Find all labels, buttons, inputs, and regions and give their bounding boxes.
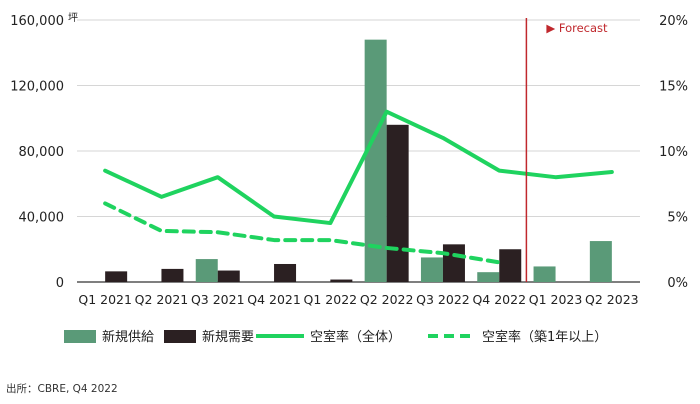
legend-vacancy-total-label: 空室率（全体） (310, 329, 401, 345)
category-label: Q4 2022 (472, 292, 526, 307)
demand-bar (274, 263, 297, 282)
left-tick-label: 0 (56, 276, 64, 291)
legend-supply-label: 新規供給 (102, 329, 154, 345)
supply-bar (420, 257, 443, 282)
left-axis-unit: 坪 (68, 11, 78, 24)
source-note: 出所：CBRE, Q4 2022 (6, 382, 118, 395)
vacancy-total-line (103, 109, 614, 226)
bars (105, 39, 612, 283)
category-label: Q1 2021 (78, 292, 132, 307)
demand-bar (161, 268, 184, 282)
right-tick-label: 5% (667, 211, 688, 226)
right-tick-label: 10% (659, 145, 688, 160)
right-tick-label: 20% (659, 14, 688, 29)
supply-bar (195, 259, 218, 282)
supply-bar (533, 266, 556, 282)
category-label: Q3 2021 (191, 292, 245, 307)
category-label: Q1 2022 (304, 292, 358, 307)
axes: 0 40,000 80,000 120,000 160,000 坪 0% 5% 10% 15% 20… (10, 11, 688, 307)
category-label: Q2 2022 (360, 292, 414, 307)
left-tick-label: 80,000 (19, 145, 65, 160)
left-tick-label: 40,000 (19, 211, 65, 226)
forecast-label: ▶ Forecast (546, 21, 608, 35)
legend-vacancy-1yr-label: 空室率（築1年以上） (482, 329, 607, 345)
legend-demand-label: 新規需要 (202, 329, 254, 345)
supply-bar (589, 241, 612, 282)
legend-supply-swatch (64, 330, 96, 343)
demand-bar (386, 124, 409, 282)
demand-bar (442, 244, 465, 282)
forecast-annotation: ▶ Forecast (525, 18, 608, 282)
demand-bar (330, 279, 353, 282)
demand-bar (217, 270, 240, 282)
supply-bar (477, 272, 500, 282)
left-tick-label: 120,000 (10, 80, 64, 95)
supply-bar (364, 39, 387, 283)
legend: 新規供給 新規需要 空室率（全体） 空室率（築1年以上） (64, 329, 607, 345)
demand-bar (499, 249, 522, 282)
left-tick-label: 160,000 (10, 14, 64, 29)
category-label: Q3 2022 (416, 292, 470, 307)
category-label: Q4 2021 (247, 292, 301, 307)
category-label: Q2 2023 (585, 292, 639, 307)
vacancy-lines (103, 109, 614, 265)
category-label: Q1 2023 (529, 292, 583, 307)
legend-demand-swatch (164, 330, 196, 343)
category-label: Q2 2021 (135, 292, 189, 307)
right-tick-label: 15% (659, 80, 688, 95)
right-tick-label: 0% (667, 276, 688, 291)
demand-bar (105, 271, 128, 282)
vacancy-1yr-line (103, 201, 502, 265)
